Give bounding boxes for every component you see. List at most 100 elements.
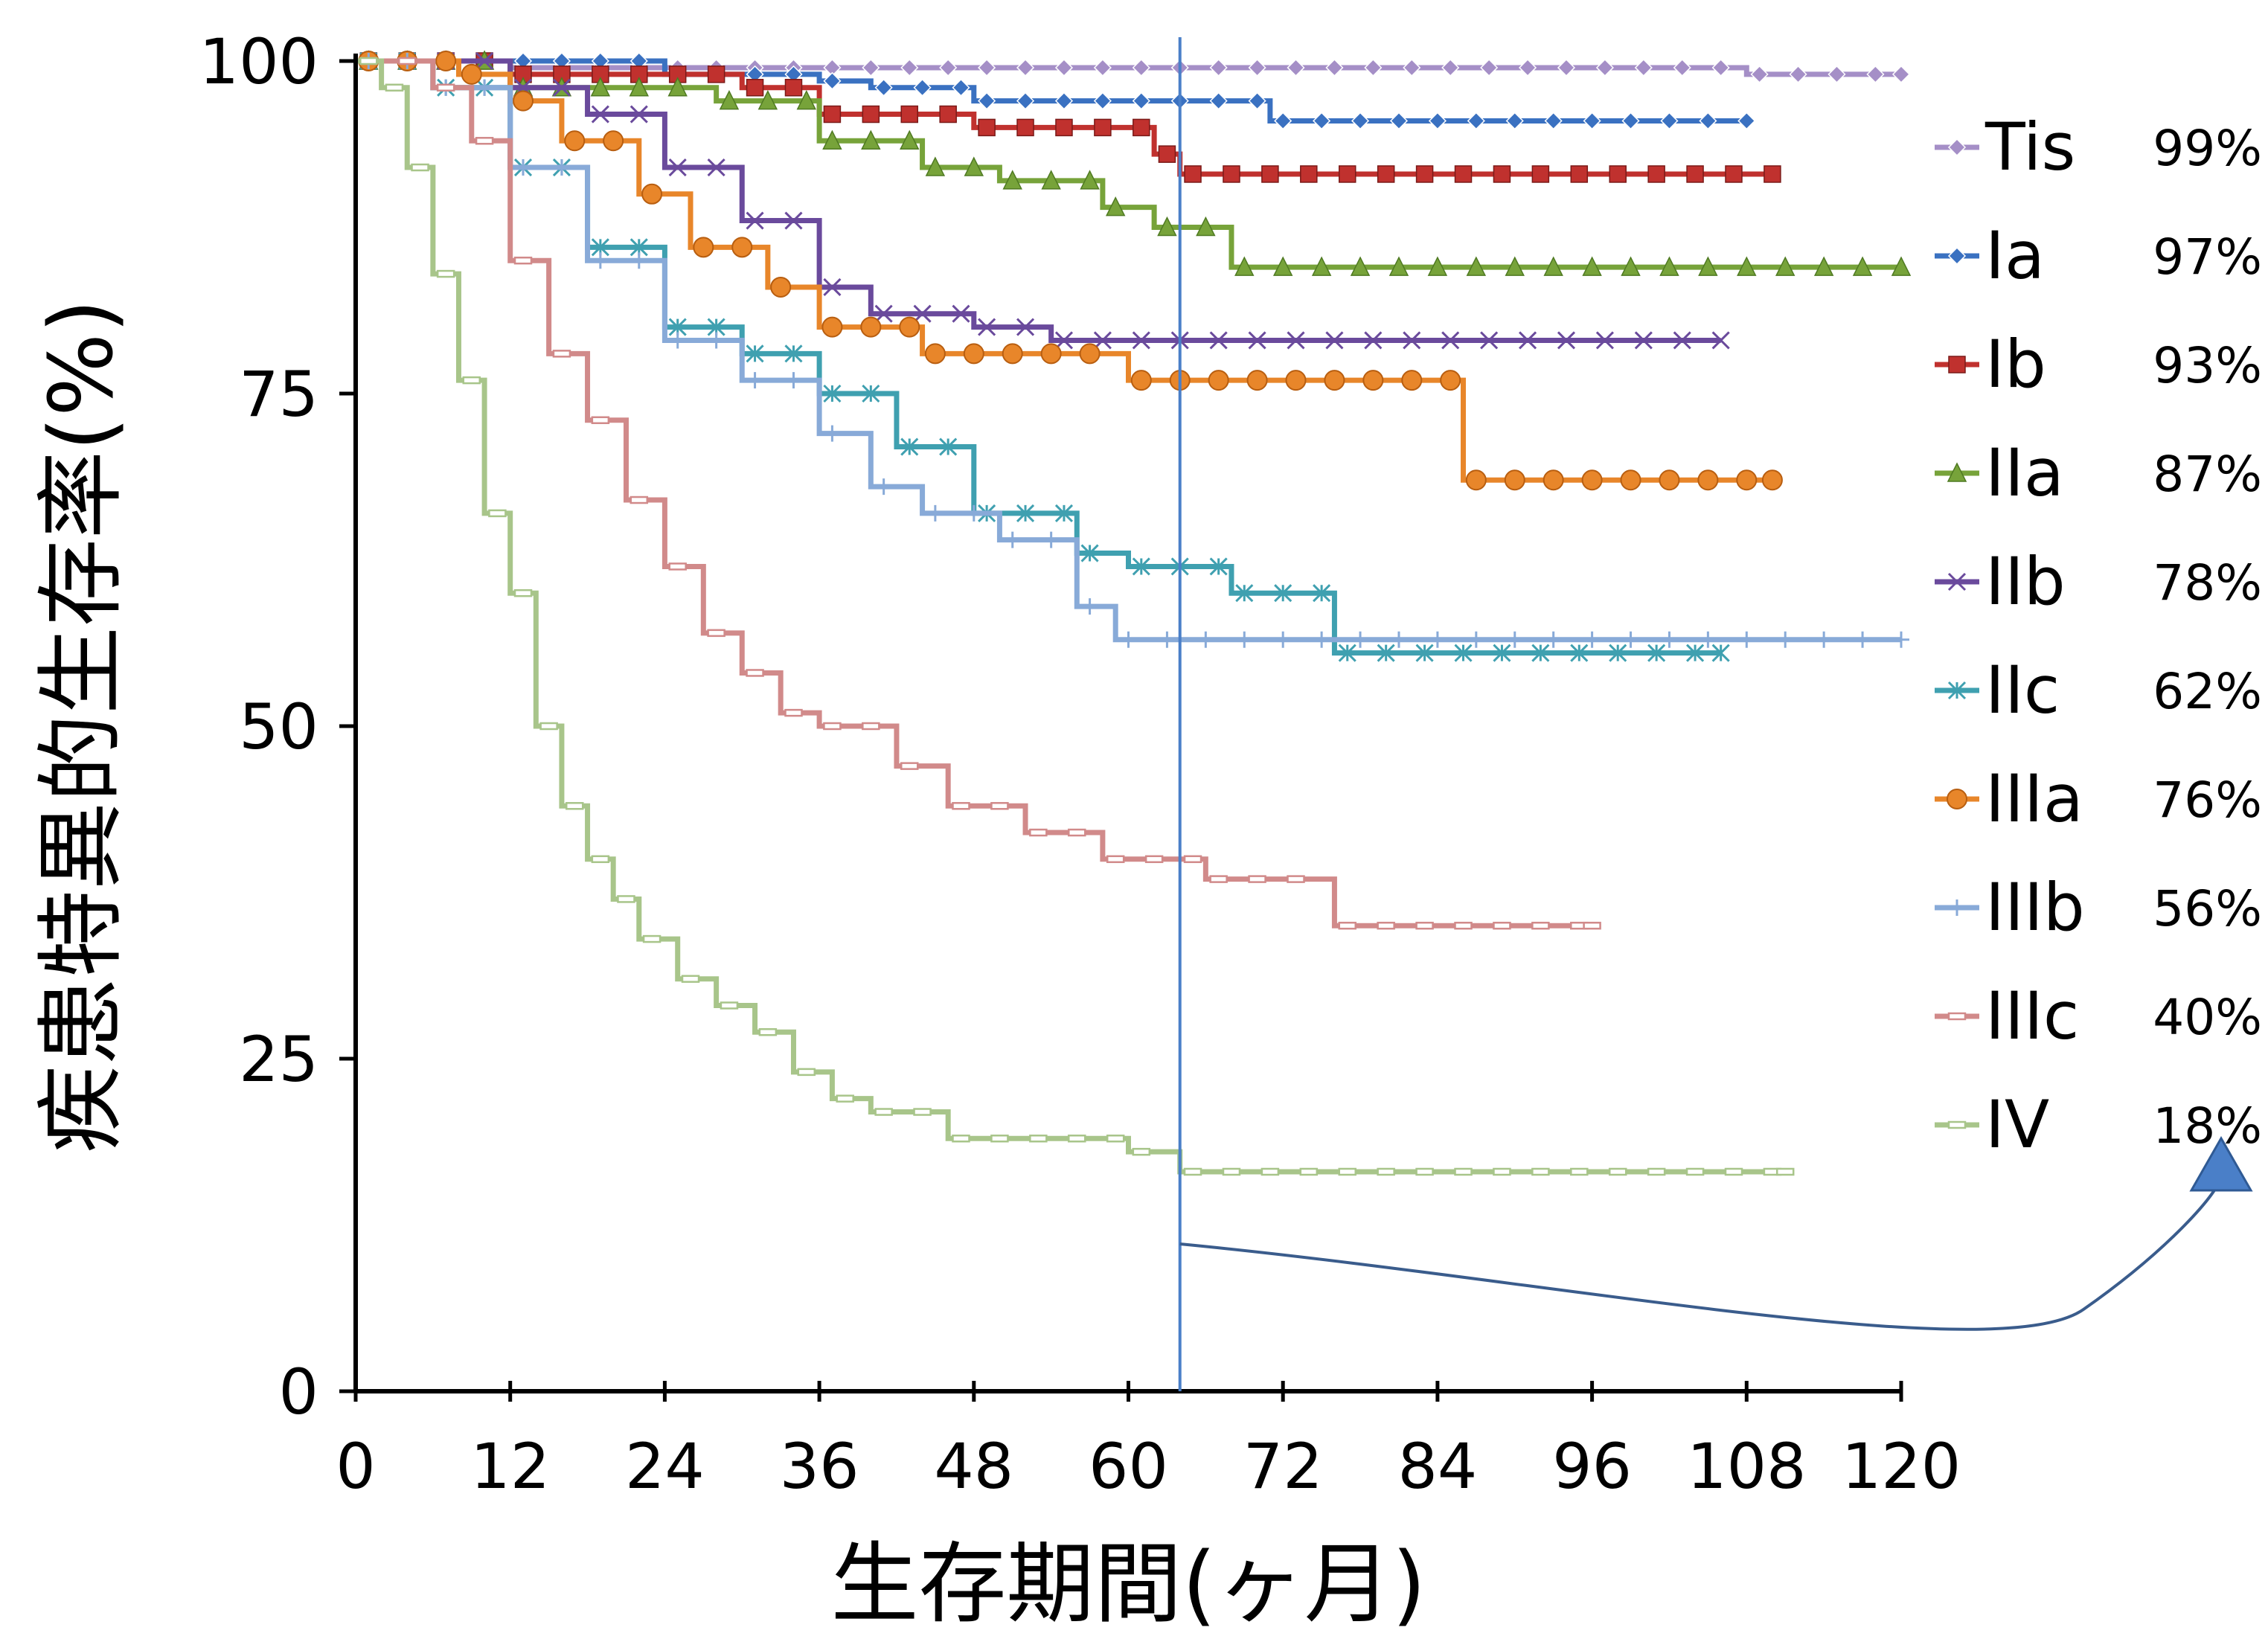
series-point-IIIb xyxy=(1429,631,1446,648)
series-point-IV xyxy=(1570,1167,1589,1176)
series-point-IIIa xyxy=(1543,469,1564,491)
series-point-IIb xyxy=(978,318,996,336)
series-point-IIIc xyxy=(1454,921,1473,930)
series-point-IIIc xyxy=(707,629,725,638)
series-point-IV xyxy=(539,722,558,731)
series-point-Ib xyxy=(1454,165,1473,183)
series-point-Tis xyxy=(1673,58,1691,77)
series-point-IV xyxy=(1685,1167,1705,1176)
series-point-IIc xyxy=(862,384,880,403)
series-point-Ia xyxy=(1209,92,1228,110)
series-point-Ib xyxy=(1493,165,1511,183)
series-point-IV xyxy=(1493,1167,1511,1176)
series-point-IIb xyxy=(1054,331,1074,350)
legend-marker xyxy=(1947,246,1967,266)
series-point-IV xyxy=(359,57,378,65)
series-point-IIIb xyxy=(515,159,532,176)
series-point-IV xyxy=(1260,1167,1280,1176)
series-point-IV xyxy=(720,1001,739,1010)
series-point-IIIb xyxy=(1275,631,1292,648)
series-point-IIa xyxy=(1196,216,1216,237)
series-point-IIIa xyxy=(1697,469,1719,491)
series-point-IV xyxy=(1029,1135,1048,1143)
series-point-IIIa xyxy=(1504,469,1525,491)
legend-label: Tis xyxy=(1984,109,2075,185)
series-point-IIIc xyxy=(862,722,880,731)
series-point-IIa xyxy=(1891,256,1912,276)
series-point-IIIb xyxy=(824,425,841,442)
series-point-IIIc xyxy=(1209,875,1228,883)
series-point-IIc xyxy=(1711,644,1730,662)
legend-label: IIc xyxy=(1985,652,2060,728)
y-tick-label: 25 xyxy=(239,1023,318,1096)
series-point-IIb xyxy=(746,211,764,230)
series-point-IIc xyxy=(1609,644,1627,662)
series-point-IIIb xyxy=(1661,631,1678,648)
series-point-Tis xyxy=(1016,58,1035,77)
series-point-Tis xyxy=(1287,58,1305,77)
series-point-IIIb xyxy=(1738,631,1755,648)
series-point-Ia xyxy=(1621,112,1640,130)
series-point-Tis xyxy=(1441,58,1460,77)
series-point-IIIc xyxy=(475,137,494,145)
series-point-IV xyxy=(565,802,584,810)
series-point-IIc xyxy=(1132,557,1150,576)
x-tick-label: 108 xyxy=(1687,1430,1806,1503)
series-point-IIc xyxy=(823,384,842,403)
series-point-IIb xyxy=(552,78,571,97)
series-point-IIIc xyxy=(552,350,571,358)
series-Tis xyxy=(356,51,1911,83)
series-point-IIIb xyxy=(553,159,570,176)
x-tick-label: 96 xyxy=(1552,1430,1632,1503)
legend-item-IIIa: IIIa 76% xyxy=(1935,760,2262,837)
series-point-IIc xyxy=(900,437,919,456)
legend-percentage: 40% xyxy=(2153,989,2262,1046)
series-point-IIb xyxy=(823,278,842,297)
legend-label: IIb xyxy=(1985,543,2066,620)
series-point-IIIb xyxy=(1893,631,1909,648)
series-point-IIIc xyxy=(1287,875,1305,883)
legend-label: Ia xyxy=(1985,217,2045,294)
series-point-Ib xyxy=(1686,165,1704,183)
series-point-IIIa xyxy=(1465,469,1487,491)
series-point-IV xyxy=(1531,1167,1550,1176)
series-point-IIc xyxy=(1647,644,1666,662)
series-point-Ib xyxy=(978,118,996,137)
series-point-IIIb xyxy=(1777,631,1794,648)
x-tick-label: 60 xyxy=(1089,1430,1168,1503)
series-point-IV xyxy=(1775,1167,1795,1176)
series-point-Tis xyxy=(1750,65,1769,83)
legend-item-IIIc: IIIc 40% xyxy=(1935,978,2262,1054)
series-point-IV xyxy=(836,1094,854,1103)
series-point-IIb xyxy=(1325,331,1344,350)
series-point-Tis xyxy=(1132,58,1150,77)
series-point-Ib xyxy=(1531,165,1550,183)
series-point-IV xyxy=(1183,1167,1202,1176)
series-point-Ia xyxy=(952,78,970,97)
series-point-IIa xyxy=(1002,170,1022,190)
legend-percentage: 97% xyxy=(2153,228,2262,286)
series-point-IIIc xyxy=(1029,828,1048,837)
series-point-Ia xyxy=(1274,112,1292,130)
series-point-IIIc xyxy=(900,762,919,770)
series-point-IIc xyxy=(1054,504,1074,522)
series-point-Ib xyxy=(1415,165,1434,183)
legend-item-IIb: IIb 78% xyxy=(1935,543,2262,620)
series-point-Tis xyxy=(1480,58,1499,77)
series-point-IIc xyxy=(1377,644,1395,662)
series-point-Tis xyxy=(1403,58,1421,77)
series-point-IIIc xyxy=(990,802,1009,810)
series-line-IV xyxy=(356,58,1786,1175)
series-point-Ia xyxy=(1313,112,1331,130)
series-point-IIb xyxy=(1132,331,1150,350)
series-point-IIa xyxy=(629,77,649,97)
series-point-Tis xyxy=(1866,65,1885,83)
series-point-IIIb xyxy=(476,79,493,96)
series-point-IIa xyxy=(1698,256,1718,276)
series-point-IIIb xyxy=(708,332,725,349)
series-point-IIb xyxy=(707,158,725,177)
series-point-IIc xyxy=(1338,644,1356,662)
series-point-IIIb xyxy=(1042,531,1060,548)
series-point-Tis xyxy=(1248,58,1266,77)
series-point-IV xyxy=(913,1108,932,1116)
